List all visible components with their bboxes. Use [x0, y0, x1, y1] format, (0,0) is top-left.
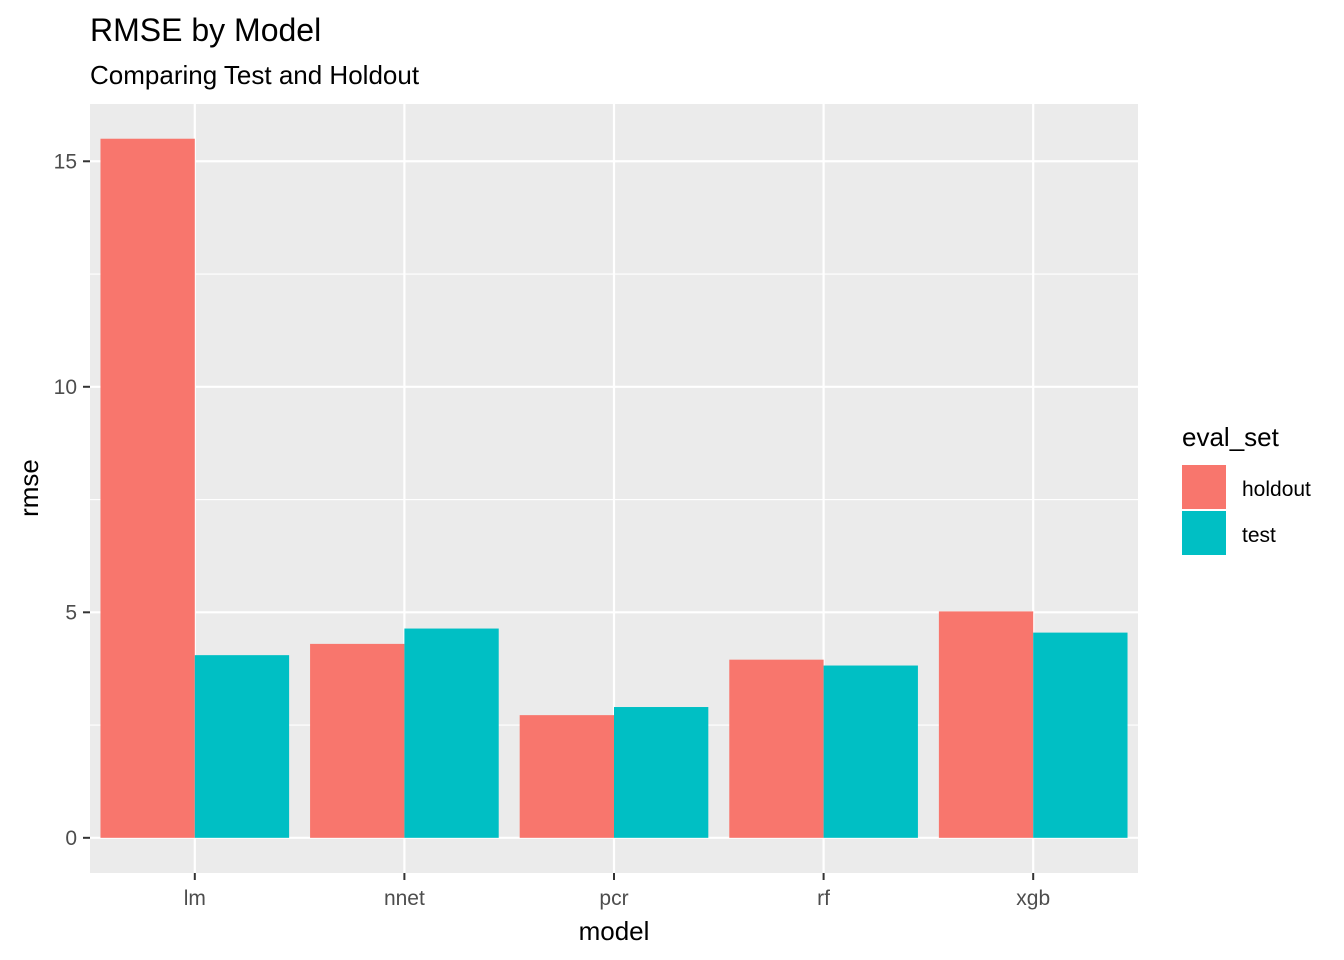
chart-subtitle: Comparing Test and Holdout: [90, 60, 420, 90]
chart-title: RMSE by Model: [90, 12, 321, 48]
y-axis-title: rmse: [14, 459, 44, 517]
bar-holdout-xgb: [938, 611, 1034, 838]
x-tick-label-xgb: xgb: [1016, 887, 1050, 910]
y-tick-label: 10: [54, 376, 77, 399]
legend-title: eval_set: [1182, 422, 1280, 452]
bar-test-pcr: [614, 707, 709, 838]
bar-holdout-lm: [100, 138, 195, 838]
x-tick-label-rf: rf: [817, 887, 830, 910]
bar-holdout-rf: [729, 659, 824, 838]
y-axis: 0 5 10 15: [54, 150, 90, 850]
legend-label-holdout: holdout: [1242, 478, 1311, 501]
y-tick-label: 0: [65, 827, 77, 850]
x-tick-label-lm: lm: [184, 887, 206, 910]
bar-test-rf: [823, 665, 918, 838]
bar-test-nnet: [404, 628, 499, 838]
legend-key-holdout: [1182, 465, 1226, 509]
y-tick-label: 5: [65, 601, 77, 624]
bar-holdout-nnet: [310, 643, 405, 838]
x-tick-label-pcr: pcr: [599, 887, 628, 910]
bar-holdout-pcr: [519, 715, 614, 838]
legend-label-test: test: [1242, 524, 1276, 547]
bar-test-xgb: [1033, 632, 1128, 838]
x-axis: lm nnet pcr rf xgb: [184, 873, 1050, 910]
legend-key-test: [1182, 511, 1226, 555]
bar-test-lm: [194, 655, 290, 838]
y-tick-label: 15: [54, 150, 77, 173]
bars: [100, 138, 1128, 838]
x-axis-title: model: [579, 916, 650, 946]
x-tick-label-nnet: nnet: [384, 887, 425, 910]
legend: holdout test: [1182, 465, 1311, 555]
